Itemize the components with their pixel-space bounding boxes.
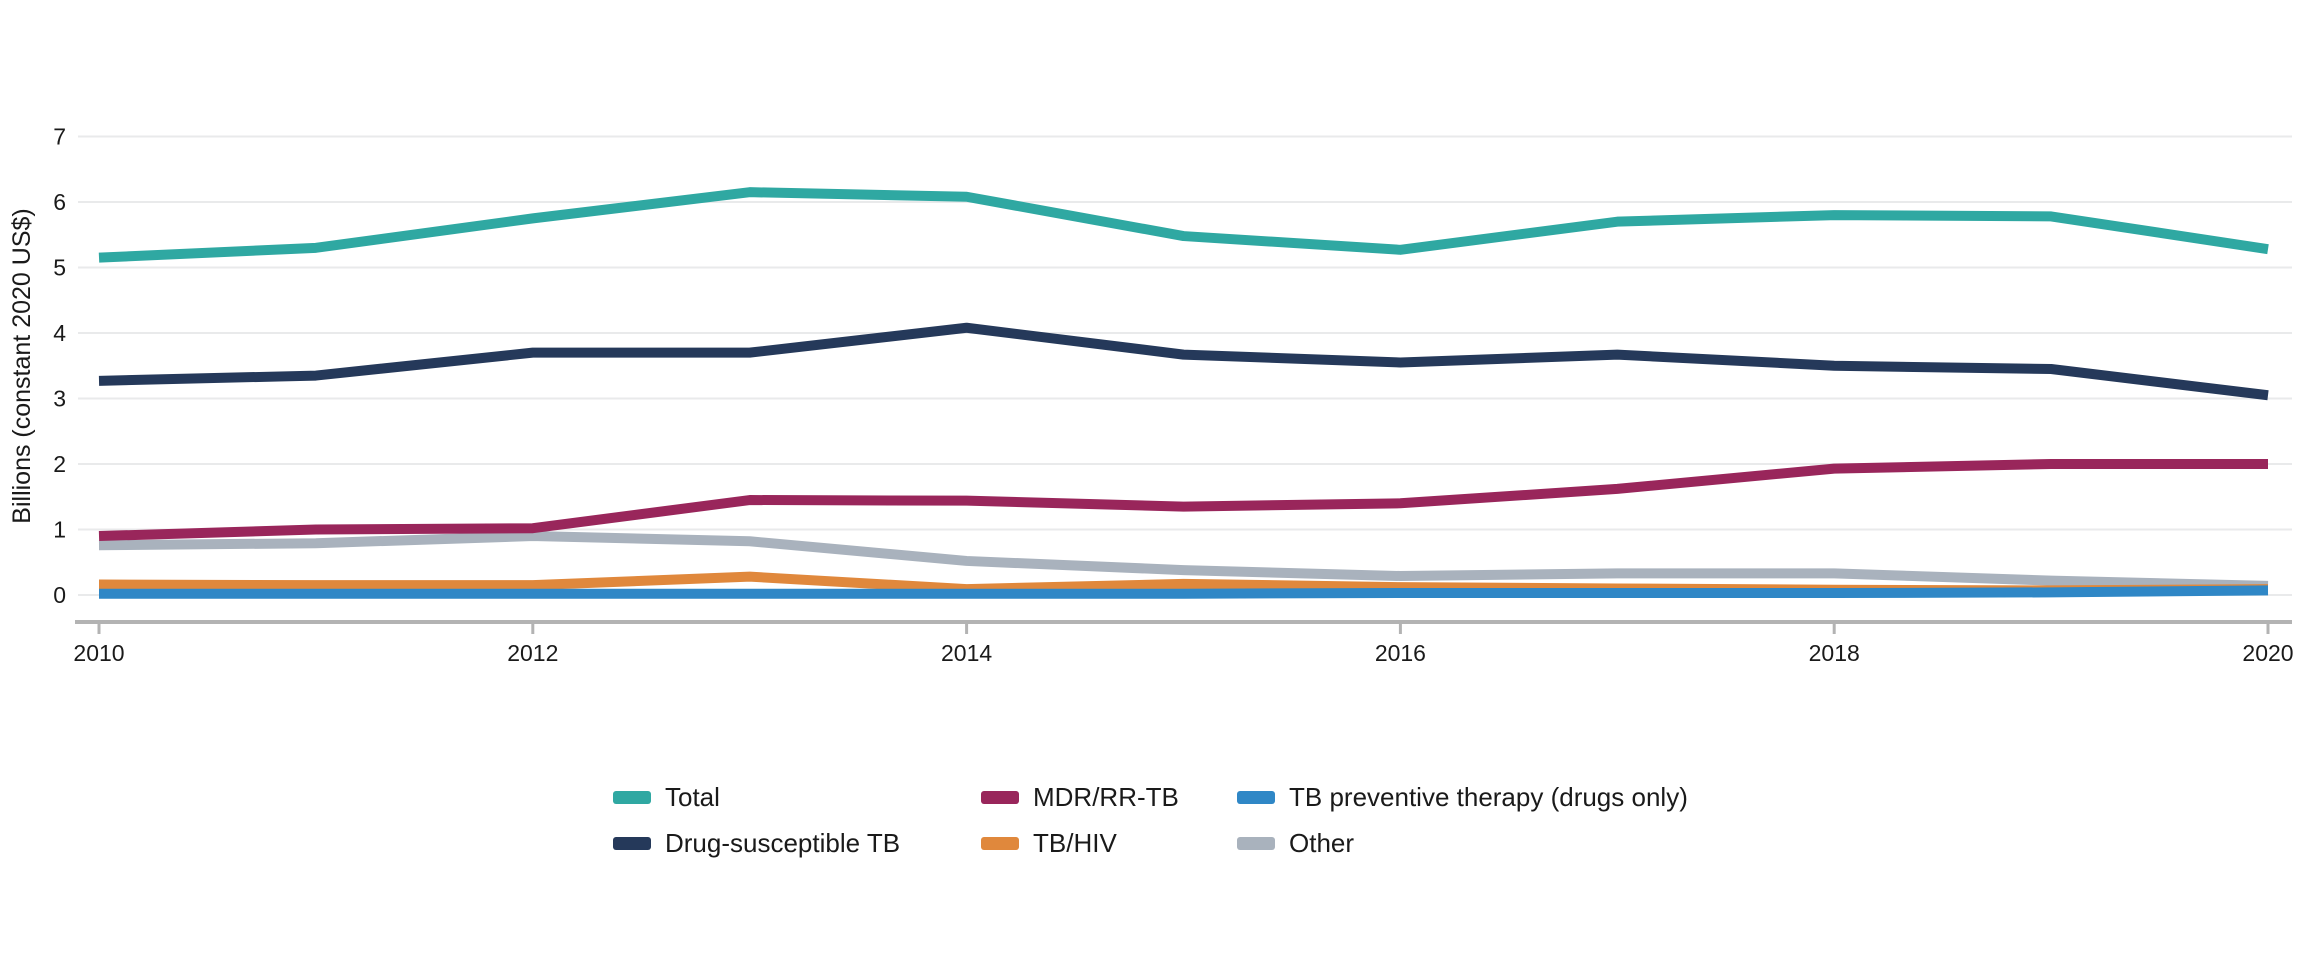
y-tick-label-3: 3: [53, 386, 66, 412]
legend-label-tb-hiv: TB/HIV: [1033, 828, 1117, 858]
x-tick-label-2010: 2010: [73, 640, 124, 666]
x-tick-mark-2018: [1832, 624, 1836, 634]
x-tick-label-2016: 2016: [1375, 640, 1426, 666]
y-tick-label-5: 5: [53, 255, 66, 281]
series-lines: [98, 187, 2269, 599]
x-tick-mark-2020: [2266, 624, 2270, 634]
x-tick-mark-2016: [1398, 624, 1402, 634]
x-tick-mark-2012: [531, 624, 535, 634]
y-tick-label-0: 0: [53, 582, 66, 608]
legend-label-other: Other: [1289, 828, 1355, 858]
series-line-other: [98, 531, 2269, 591]
x-tick-label-2020: 2020: [2242, 640, 2293, 666]
x-tick-mark-2014: [965, 624, 969, 634]
legend-swatch-drug-susceptible-tb: [613, 836, 651, 850]
legend-label-drug-susceptible-tb: Drug-susceptible TB: [665, 828, 901, 858]
legend-label-mdr-rr-tb: MDR/RR-TB: [1033, 782, 1179, 812]
y-tick-label-7: 7: [53, 124, 66, 150]
series-line-drug-susceptible-tb: [98, 322, 2269, 401]
y-axis-tick-labels: 0 1 2 3 4 5 6 7: [53, 124, 66, 609]
legend-swatch-other: [1237, 836, 1275, 850]
legend-entry-total: Total: [613, 784, 720, 810]
legend-entry-tb-preventive-therapy-drugs-only: TB preventive therapy (drugs only): [1237, 784, 1688, 810]
series-line-tb-preventive-therapy-drugs-only: [99, 585, 2269, 599]
legend-entry-other: Other: [1237, 830, 1354, 856]
y-tick-label-4: 4: [53, 320, 66, 346]
y-axis-title: Billions (constant 2020 US$): [8, 208, 36, 523]
legend-entry-mdr-rr-tb: MDR/RR-TB: [981, 784, 1179, 810]
series-line-mdr-rr-tb: [98, 459, 2268, 542]
legend-swatch-tb-hiv: [981, 836, 1019, 850]
x-axis-line: [75, 620, 2292, 624]
legend-entry-tb-hiv: TB/HIV: [981, 830, 1117, 856]
x-axis-tick-labels: 2010 2012 2014 2016 2018 2020: [73, 640, 2293, 666]
y-tick-label-1: 1: [53, 517, 66, 543]
x-tick-mark-2010: [97, 624, 101, 634]
x-axis-tick-marks: [97, 624, 2270, 634]
line-chart-canvas: Billions (constant 2020 US$) 0 1 2 3 4 5 6 7 20…: [8, 124, 2294, 667]
x-tick-label-2014: 2014: [941, 640, 992, 666]
x-tick-label-2012: 2012: [507, 640, 558, 666]
series-line-total: [98, 187, 2269, 263]
legend-swatch-total: [613, 790, 651, 804]
legend-label-total: Total: [665, 782, 720, 812]
legend-swatch-tb-preventive-therapy-drugs-only: [1237, 790, 1275, 804]
y-tick-label-6: 6: [53, 189, 66, 215]
legend-entry-drug-susceptible-tb: Drug-susceptible TB: [613, 830, 900, 856]
x-tick-label-2018: 2018: [1809, 640, 1860, 666]
legend-label-tb-preventive-therapy-drugs-only: TB preventive therapy (drugs only): [1289, 782, 1688, 812]
legend-swatch-mdr-rr-tb: [981, 790, 1019, 804]
y-tick-label-2: 2: [53, 451, 66, 477]
